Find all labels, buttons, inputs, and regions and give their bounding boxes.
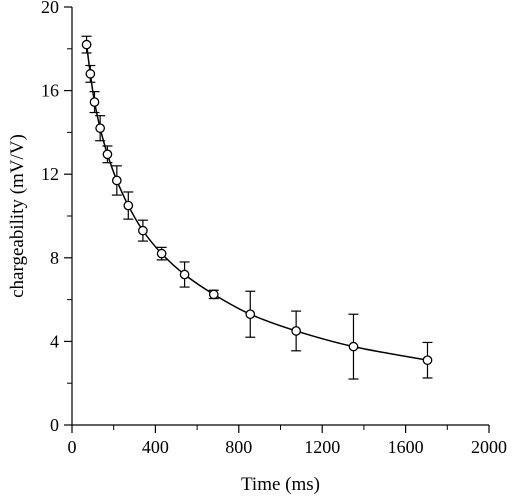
axes (64, 6, 490, 433)
data-point (179, 269, 190, 280)
x-tick-label: 0 (68, 437, 77, 457)
data-point (85, 69, 96, 79)
data-markers (81, 39, 433, 366)
x-tick-label: 400 (142, 437, 169, 457)
y-tick-label: 8 (50, 248, 59, 268)
x-tick-label: 1600 (388, 437, 424, 457)
error-bars (81, 35, 433, 380)
x-tick-label: 2000 (471, 437, 507, 457)
x-tick-label: 800 (225, 437, 252, 457)
y-tick-label: 12 (41, 164, 59, 184)
data-point (89, 97, 100, 107)
x-axis-title: Time (ms) (241, 474, 320, 495)
y-axis-title: chargeability (mV/V) (7, 134, 28, 298)
data-point (102, 149, 113, 160)
y-tick-labels: 0 4 8 12 16 20 (41, 0, 59, 435)
data-point (348, 341, 359, 352)
data-point (422, 355, 433, 366)
data-point (123, 200, 134, 211)
data-point (291, 326, 301, 336)
y-tick-label: 20 (41, 0, 59, 17)
y-tick-label: 0 (50, 415, 59, 435)
data-point (111, 175, 122, 186)
data-point (138, 225, 148, 236)
x-tick-labels: 0 400 800 1200 1600 2000 (68, 437, 508, 457)
y-tick-label: 4 (50, 331, 59, 351)
data-point (208, 289, 219, 300)
data-point (245, 309, 256, 320)
data-point (156, 248, 167, 259)
x-tick-label: 1200 (304, 437, 340, 457)
y-tick-label: 16 (41, 81, 59, 101)
data-point (95, 123, 105, 134)
fit-curve (85, 44, 428, 361)
data-point (81, 39, 92, 50)
